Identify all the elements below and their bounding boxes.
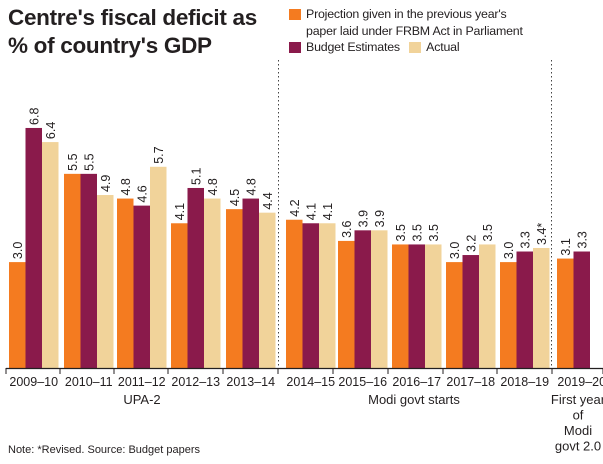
bar-2010–11-s1 (80, 173, 97, 368)
tick-label-2011–12: 2011–12 (118, 375, 166, 389)
title-line-1: Centre's fiscal deficit as (8, 5, 257, 30)
title-line-2: % of country's GDP (8, 33, 212, 58)
bar-2009–10-s2 (42, 142, 59, 368)
legend-label-budget: Budget Estimates (306, 40, 400, 54)
bar-2014–15-s2 (319, 223, 336, 368)
value-label-2016–17-s1: 3.5 (410, 224, 424, 241)
value-label-2016–17-s2: 3.5 (427, 224, 441, 241)
value-label-2015–16-s2: 3.9 (373, 210, 387, 227)
bar-2012–13-s0 (171, 223, 188, 368)
chart-legend: Projection given in the previous year's … (289, 6, 594, 56)
value-label-2010–11-s2: 4.9 (99, 175, 113, 192)
value-label-2009–10-s1: 6.8 (27, 108, 41, 125)
bar-2011–12-s2 (150, 166, 167, 368)
tick-label-2018–19: 2018–19 (500, 375, 549, 389)
value-label-2017–18-s0: 3.0 (448, 242, 462, 259)
bar-2018–19-s0 (500, 262, 517, 368)
tick-label-2010–11: 2010–11 (65, 375, 113, 389)
tick-label-2013–14: 2013–14 (226, 375, 275, 389)
bar-2017–18-s2 (479, 244, 496, 368)
value-label-2015–16-s0: 3.6 (340, 220, 354, 237)
footnote: Note: *Revised. Source: Budget papers (8, 444, 201, 456)
bar-2015–16-s0 (338, 240, 355, 368)
annotation-first-year-line-4: govt 2.0 (555, 439, 601, 454)
legend-swatch-budget (289, 42, 301, 53)
value-label-2010–11-s1: 5.5 (82, 153, 96, 170)
tick-label-2012–13: 2012–13 (171, 375, 220, 389)
legend-item-budget: Budget Estimates (289, 39, 400, 56)
value-label-2013–14-s2: 4.4 (261, 192, 275, 209)
value-label-2013–14-s1: 4.8 (244, 178, 258, 195)
annotation-first-year-line-2: of (573, 408, 584, 423)
value-label-2016–17-s0: 3.5 (394, 224, 408, 241)
value-label-2014–15-s1: 4.1 (304, 203, 318, 220)
bar-2015–16-s1 (354, 230, 371, 368)
bar-2016–17-s0 (392, 244, 409, 368)
bar-2018–19-s1 (516, 251, 533, 368)
legend-swatch-projection (289, 9, 301, 20)
tick-label-2009–10: 2009–10 (9, 375, 58, 389)
bar-2018–19-s2 (533, 247, 550, 368)
value-label-2015–16-s1: 3.9 (356, 210, 370, 227)
bar-2017–18-s0 (446, 262, 463, 368)
legend-item-actual: Actual (409, 39, 460, 56)
bar-2015–16-s2 (371, 230, 388, 368)
bar-2014–15-s1 (302, 223, 319, 368)
bar-2012–13-s2 (204, 198, 221, 368)
bar-2016–17-s1 (408, 244, 425, 368)
page-title: Centre's fiscal deficit as % of country'… (8, 4, 298, 60)
tick-label-2016–17: 2016–17 (392, 375, 441, 389)
bar-2019–20-s1 (573, 251, 590, 368)
value-label-2017–18-s2: 3.5 (481, 224, 495, 241)
annotation-first-year-line-3: Modi (564, 423, 592, 438)
value-label-2011–12-s1: 4.6 (135, 185, 149, 202)
bar-2013–14-s2 (259, 212, 276, 368)
value-label-2014–15-s2: 4.1 (321, 203, 335, 220)
value-label-2019–20-s1: 3.3 (575, 231, 589, 248)
bar-2010–11-s0 (64, 173, 81, 368)
value-label-2009–10-s0: 3.0 (11, 242, 25, 259)
bar-2009–10-s1 (25, 127, 42, 369)
tick-label-2017–18: 2017–18 (446, 375, 495, 389)
annotation-first-year-line-1: First year (551, 392, 603, 407)
legend-label-projection-line1: Projection given in the previous year's (306, 7, 507, 21)
value-label-2009–10-s2: 6.4 (44, 122, 58, 139)
bar-2019–20-s0 (557, 258, 574, 368)
bar-2013–14-s0 (226, 209, 243, 368)
tick-label-2015–16: 2015–16 (338, 375, 387, 389)
annotation-upa2: UPA-2 (123, 392, 160, 407)
annotation-modi-govt-starts: Modi govt starts (368, 392, 460, 407)
value-label-2011–12-s0: 4.8 (119, 178, 133, 195)
bar-2010–11-s2 (97, 195, 114, 368)
bar-2014–15-s0 (286, 219, 303, 368)
value-label-2017–18-s1: 3.2 (464, 235, 478, 252)
value-label-2018–19-s0: 3.0 (502, 242, 516, 259)
legend-item-projection: Projection given in the previous year's … (289, 6, 594, 39)
value-label-2010–11-s0: 5.5 (66, 153, 80, 170)
value-label-2014–15-s0: 4.2 (288, 199, 302, 216)
bar-2009–10-s0 (9, 262, 26, 368)
value-label-2013–14-s0: 4.5 (228, 189, 242, 206)
value-label-2011–12-s2: 5.7 (152, 146, 166, 163)
legend-label-actual: Actual (426, 40, 460, 54)
legend-label-projection-line2: paper laid under FRBM Act in Parliament (306, 23, 523, 38)
bar-2011–12-s0 (117, 198, 134, 368)
bar-2011–12-s1 (133, 205, 150, 368)
value-label-2018–19-s1: 3.3 (518, 231, 532, 248)
value-label-2012–13-s2: 4.8 (206, 178, 220, 195)
legend-swatch-actual (409, 42, 422, 53)
value-label-2018–19-s2: 3.4* (535, 223, 549, 245)
tick-label-2014–15: 2014–15 (286, 375, 335, 389)
value-label-2012–13-s1: 5.1 (189, 168, 203, 185)
bar-2016–17-s2 (425, 244, 442, 368)
bar-2012–13-s1 (187, 187, 204, 368)
value-label-2019–20-s0: 3.1 (559, 238, 573, 255)
tick-label-2019–20: 2019–20 (557, 375, 603, 389)
bar-2017–18-s1 (462, 255, 479, 368)
bar-2013–14-s1 (242, 198, 259, 368)
value-label-2012–13-s0: 4.1 (173, 203, 187, 220)
